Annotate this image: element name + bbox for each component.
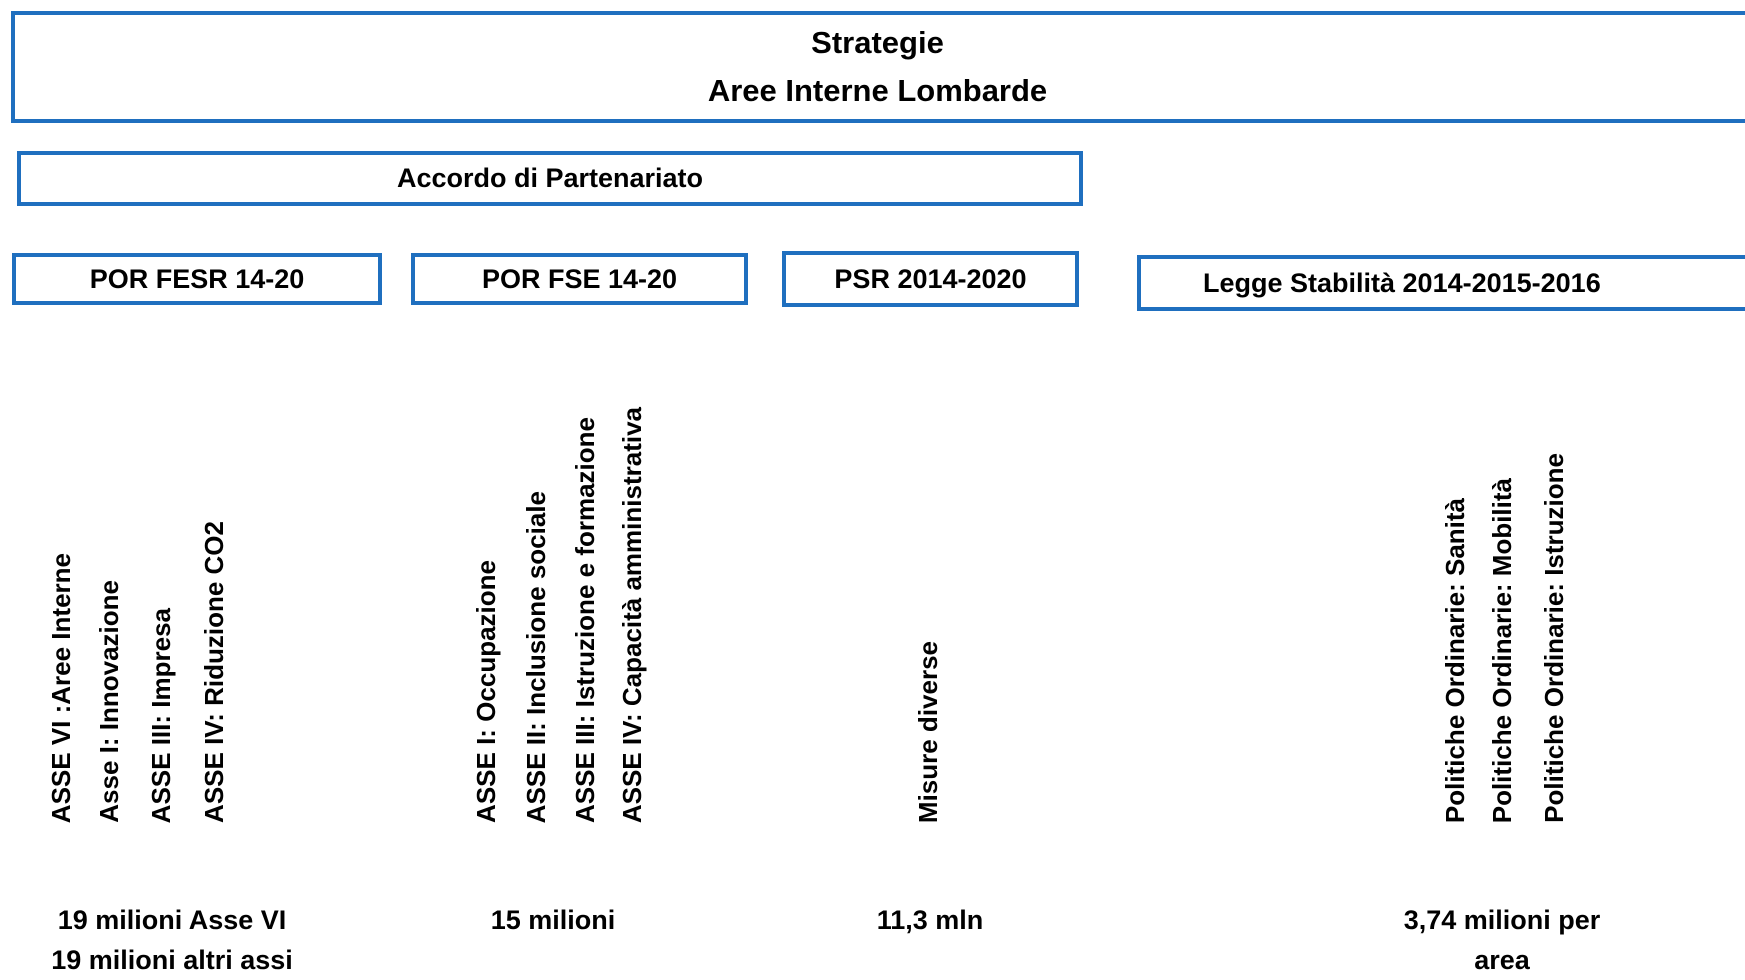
- program-box: POR FESR 14-20: [12, 253, 382, 305]
- program-item: ASSE II: Inclusione sociale: [521, 490, 551, 823]
- program-amount: 11,3 mln: [876, 905, 984, 935]
- program-amount: 19 milioni Asse VI: [57, 905, 287, 935]
- program-item: ASSE I: Occupazione: [471, 560, 501, 823]
- program-amount: 19 milioni altri assi: [51, 945, 293, 975]
- program-amount: area: [1474, 945, 1530, 975]
- program-item: Asse I: Innovazione: [94, 580, 124, 823]
- program-item: ASSE III: Impresa: [146, 607, 176, 823]
- program-box: PSR 2014-2020: [782, 251, 1079, 307]
- program-amount: 15 milioni: [490, 905, 616, 935]
- program-box: POR FSE 14-20: [411, 253, 748, 305]
- title-line: Aree Interne Lombarde: [707, 73, 1048, 108]
- program-item: Politiche Ordinarie: Istruzione: [1539, 453, 1569, 823]
- program-item: ASSE VI :Aree Interne: [46, 552, 76, 823]
- program-item: Misure diverse: [913, 640, 943, 823]
- program-item: ASSE III: Istruzione e formazione: [570, 417, 600, 823]
- program-box: Legge Stabilità 2014-2015-2016: [1137, 255, 1745, 311]
- program-amount: 3,74 milioni per: [1403, 905, 1601, 935]
- program-item: ASSE IV: Capacità amministrativa: [617, 406, 647, 823]
- agreement-box: Accordo di Partenariato: [17, 151, 1083, 206]
- program-item: Politiche Ordinarie: Sanità: [1440, 497, 1470, 823]
- title-line: Strategie: [811, 25, 944, 60]
- program-item: ASSE IV: Riduzione CO2: [199, 521, 229, 823]
- program-item: Politiche Ordinarie: Mobilità: [1487, 477, 1517, 823]
- title-box: Strategie Aree Interne Lombarde: [11, 11, 1745, 123]
